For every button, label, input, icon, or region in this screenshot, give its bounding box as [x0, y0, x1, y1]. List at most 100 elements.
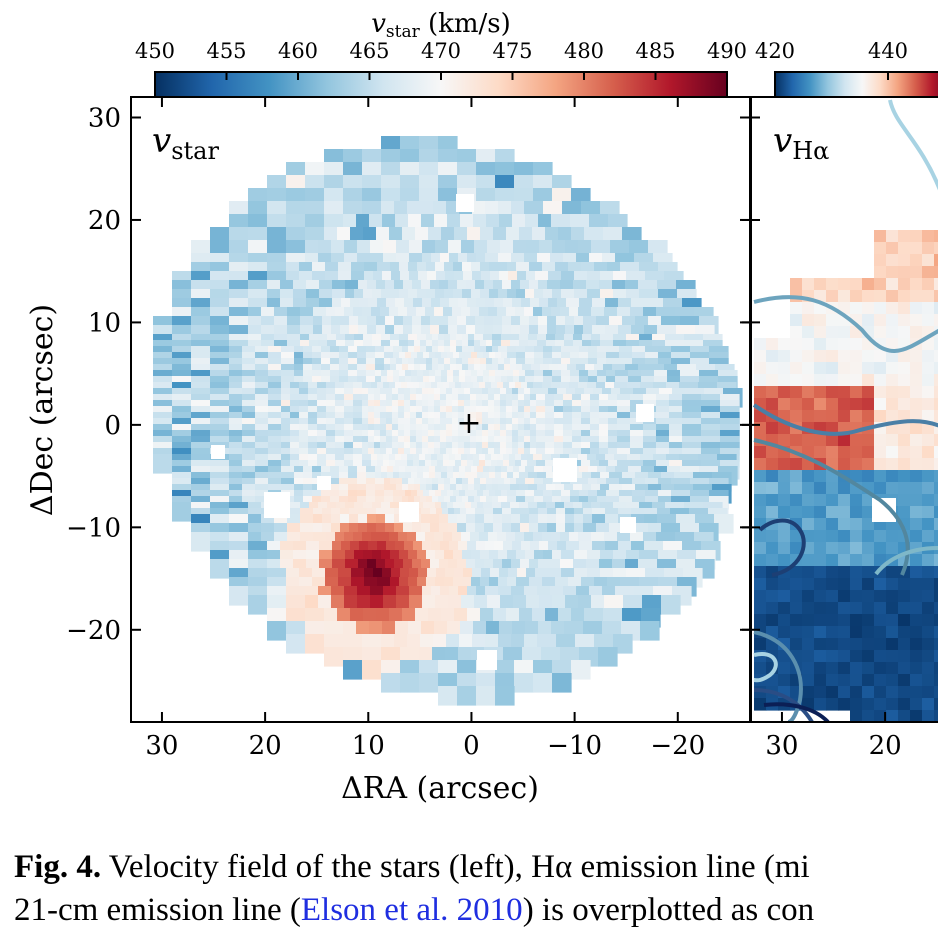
vstar-bin [573, 340, 583, 350]
vstar-bin [439, 559, 449, 569]
vstar-bin [539, 388, 549, 398]
vstar-bin [494, 448, 501, 455]
vstar-bin [536, 400, 546, 410]
vstar-bin [606, 370, 616, 380]
vstar-bin [551, 382, 561, 392]
vstar-bin [431, 298, 441, 308]
vstar-bin [386, 412, 393, 419]
vstar-bin [392, 436, 399, 443]
vha-bin [790, 530, 803, 543]
vha-bin [850, 602, 863, 615]
vha-bin [778, 350, 791, 363]
vha-bin [850, 566, 863, 579]
vstar-bin [545, 412, 555, 422]
masked-region [477, 650, 497, 670]
vstar-bin [390, 358, 397, 365]
vstar-bin [461, 460, 468, 467]
vstar-bin [507, 490, 517, 500]
vstar-bin [305, 240, 319, 254]
vha-bin [886, 458, 899, 471]
vstar-bin [330, 376, 340, 386]
vstar-bin [588, 490, 598, 500]
vstar-bin [410, 400, 417, 407]
vha-bin [922, 506, 935, 519]
vstar-bin [430, 325, 440, 335]
vstar-bin [376, 559, 386, 569]
vstar-bin [470, 418, 477, 425]
vstar-bin [565, 514, 575, 524]
vstar-bin [312, 358, 322, 368]
vstar-bin [506, 442, 513, 449]
vstar-bin [608, 448, 618, 458]
vstar-bin [362, 532, 372, 542]
vstar-bin [528, 334, 538, 344]
vstar-bin [400, 673, 420, 693]
vstar-bin [590, 436, 600, 446]
vha-bin [766, 398, 779, 411]
vha-bin [910, 302, 923, 315]
vstar-bin [423, 370, 430, 377]
vha-bin [838, 650, 851, 663]
vstar-bin [500, 406, 507, 413]
vha-bin [778, 614, 791, 627]
vstar-bin [538, 316, 548, 326]
vstar-bin [381, 673, 401, 693]
vstar-bin [512, 436, 519, 443]
vstar-bin [290, 442, 300, 452]
vstar-bin [572, 400, 582, 410]
vha-bin [754, 662, 767, 675]
vstar-bin [408, 334, 418, 344]
vstar-bin [590, 430, 600, 440]
vstar-bin [394, 316, 404, 326]
vstar-bin [393, 490, 400, 497]
vstar-bin [419, 454, 426, 461]
vstar-bin [366, 466, 376, 476]
vstar-bin [543, 490, 553, 500]
vstar-bin [380, 307, 390, 317]
vstar-bin [326, 418, 336, 428]
vstar-bin [344, 448, 354, 458]
vstar-bin [375, 358, 385, 368]
vha-bin [934, 350, 938, 363]
vstar-bin [404, 418, 411, 425]
caption-citation-link[interactable]: Elson et al. 2010 [300, 892, 523, 928]
vstar-bin [345, 334, 355, 344]
caption-text-1: Velocity field of the stars (left), Hα e… [101, 849, 810, 885]
vstar-bin [486, 496, 493, 503]
vstar-bin [495, 472, 502, 479]
vstar-bin [486, 478, 493, 485]
vstar-bin [447, 376, 454, 383]
vha-bin [802, 626, 815, 639]
vstar-bin [547, 316, 557, 326]
vstar-bin [497, 460, 504, 467]
vstar-bin [394, 280, 404, 290]
vstar-bin [440, 442, 447, 449]
vstar-bin [450, 484, 457, 491]
vstar-bin [605, 382, 615, 392]
vha-bin [934, 638, 938, 651]
vha-bin [802, 278, 815, 291]
vstar-bin [321, 358, 331, 368]
vstar-bin [374, 388, 381, 395]
vstar-bin [512, 388, 519, 395]
vstar-bin [344, 412, 354, 422]
vha-bin [838, 374, 851, 387]
vstar-bin [547, 523, 557, 533]
vstar-bin [570, 490, 580, 500]
vha-bin [814, 494, 827, 507]
vha-bin [850, 446, 863, 459]
vstar-bin [539, 298, 549, 308]
vha-bin [886, 566, 899, 579]
vstar-bin [552, 550, 562, 560]
vstar-bin [412, 325, 422, 335]
vstar-bin [545, 424, 555, 434]
vstar-bin [431, 586, 441, 596]
vstar-bin [515, 454, 522, 461]
vstar-bin [405, 352, 412, 359]
vha-bin [766, 422, 779, 435]
vha-bin [814, 506, 827, 519]
vstar-bin [458, 418, 465, 425]
vha-bin [862, 530, 875, 543]
vstar-bin [471, 376, 478, 383]
vha-bin [910, 374, 923, 387]
